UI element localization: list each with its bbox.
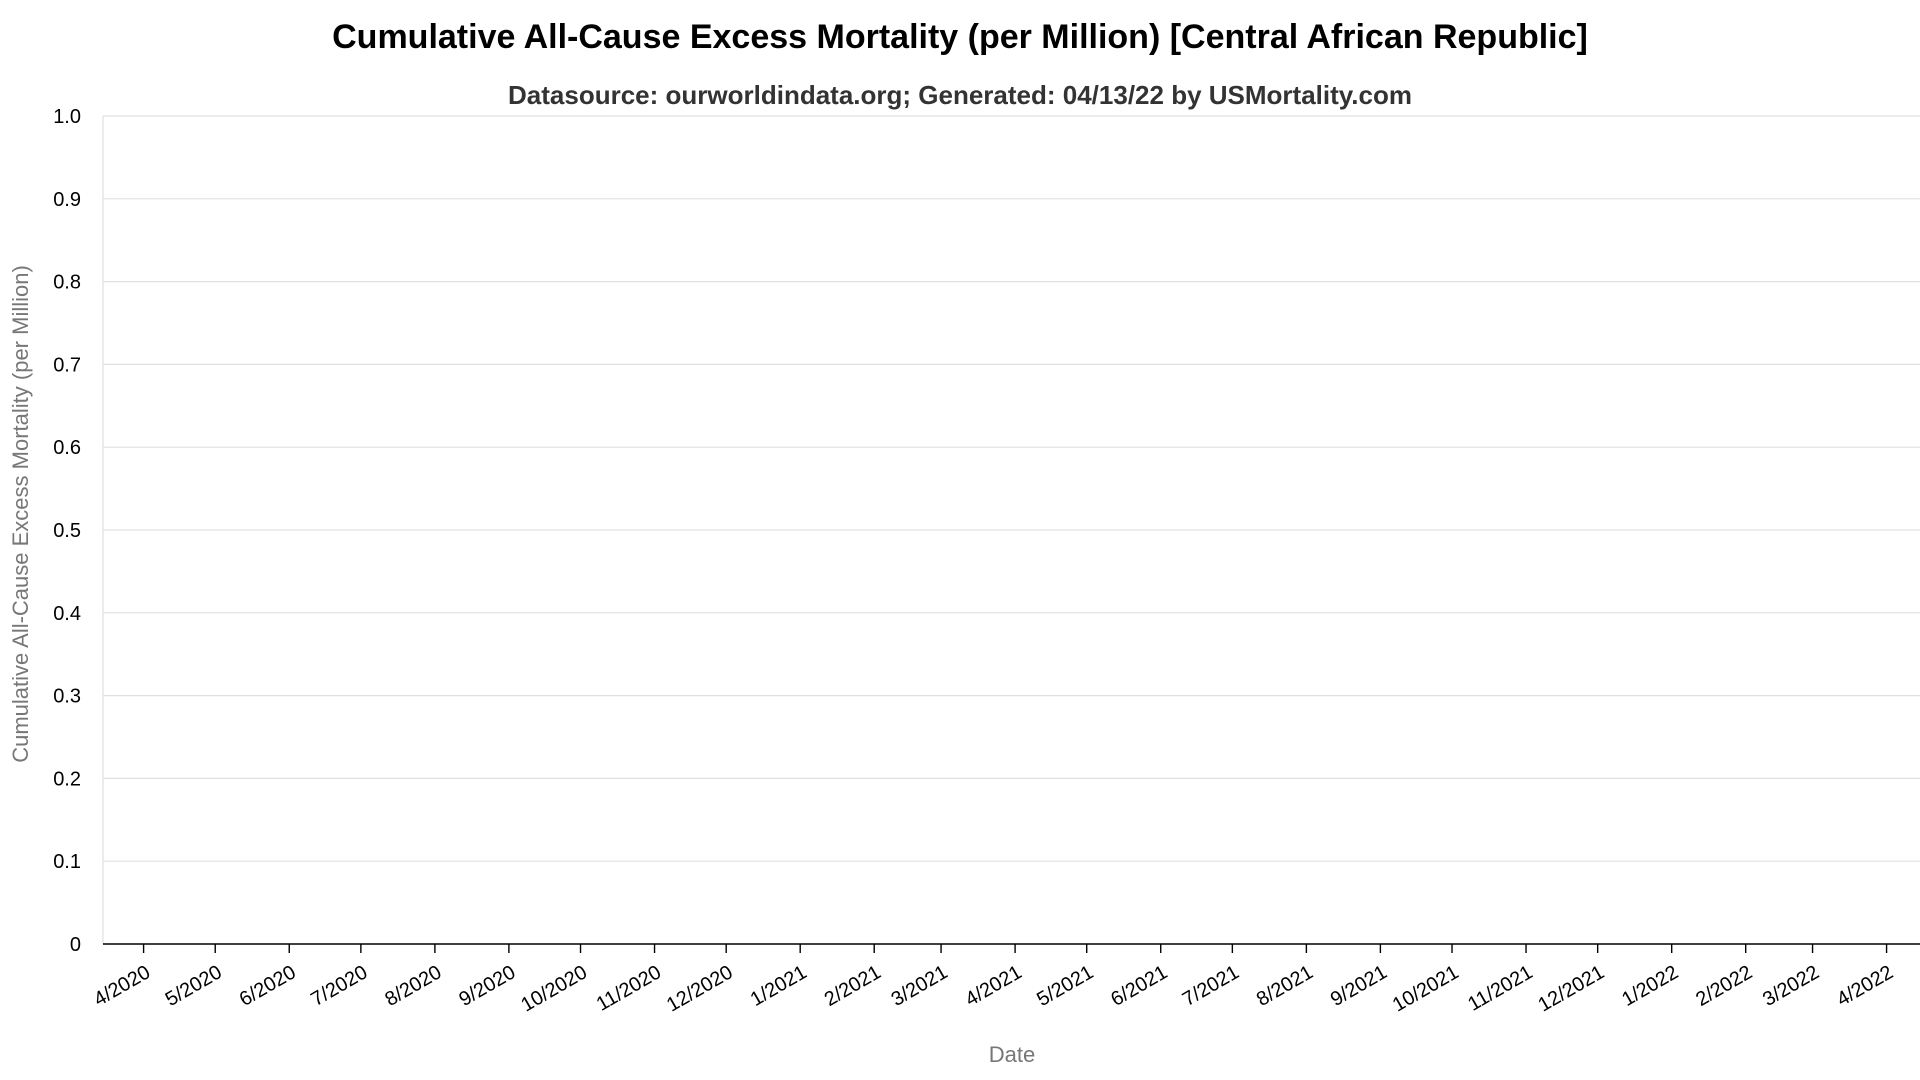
- y-tick-label: 0.2: [53, 768, 81, 790]
- x-tick-label: 7/2020: [307, 961, 371, 1011]
- y-tick-label: 0.6: [53, 437, 81, 459]
- x-tick-label: 6/2021: [1107, 961, 1171, 1011]
- x-tick-label: 1/2022: [1618, 961, 1682, 1011]
- x-tick-label: 4/2022: [1833, 961, 1897, 1011]
- axes: [102, 116, 1920, 945]
- x-tick-label: 12/2021: [1535, 961, 1609, 1016]
- x-tick-label: 5/2021: [1033, 961, 1097, 1011]
- chart-title: Cumulative All-Cause Excess Mortality (p…: [332, 18, 1588, 56]
- grid-lines: [103, 115, 1920, 862]
- x-tick-label: 9/2020: [455, 961, 519, 1011]
- x-tick-label: 7/2021: [1179, 961, 1243, 1011]
- x-axis-ticks: 4/2020 5/2020 6/2020 7/2020 8/2020 9/202010/2…: [90, 944, 1897, 1016]
- y-axis-ticks: 0 0.1 0.2 0.3 0.4 0.5 0.6 0.7 0.8 0.9 1.0: [53, 106, 81, 956]
- x-tick-label: 5/2020: [162, 961, 226, 1011]
- y-tick-label: 0.3: [53, 686, 81, 708]
- x-tick-label: 4/2021: [962, 961, 1026, 1011]
- y-tick-label: 0.9: [53, 189, 81, 211]
- x-tick-label: 1/2021: [747, 961, 811, 1011]
- x-tick-label: 10/2020: [517, 961, 591, 1016]
- x-tick-label: 3/2022: [1759, 961, 1823, 1011]
- x-tick-label: 11/2021: [1464, 961, 1536, 1015]
- y-tick-label: 0.4: [53, 603, 81, 625]
- x-tick-label: 2/2022: [1692, 961, 1756, 1011]
- y-tick-label: 0.8: [53, 272, 81, 294]
- y-tick-label: 1.0: [53, 106, 81, 128]
- y-axis-title: Cumulative All-Cause Excess Mortality (p…: [8, 265, 33, 763]
- x-axis-title: Date: [989, 1042, 1035, 1067]
- x-tick-label: 8/2020: [381, 961, 445, 1011]
- x-tick-label: 4/2020: [90, 961, 154, 1011]
- x-tick-label: 8/2021: [1253, 961, 1317, 1011]
- y-tick-label: 0.1: [53, 851, 81, 873]
- y-tick-label: 0.5: [53, 520, 81, 542]
- x-tick-label: 3/2021: [888, 961, 952, 1011]
- x-tick-label: 12/2020: [663, 961, 737, 1016]
- x-tick-label: 10/2021: [1389, 961, 1463, 1016]
- x-tick-label: 9/2021: [1327, 961, 1391, 1011]
- x-tick-label: 2/2021: [821, 961, 885, 1011]
- chart-subtitle: Datasource: ourworldindata.org; Generate…: [508, 80, 1412, 110]
- y-tick-label: 0: [70, 934, 81, 956]
- x-tick-label: 6/2020: [236, 961, 300, 1011]
- y-tick-label: 0.7: [53, 354, 81, 376]
- x-tick-label: 11/2020: [593, 961, 665, 1015]
